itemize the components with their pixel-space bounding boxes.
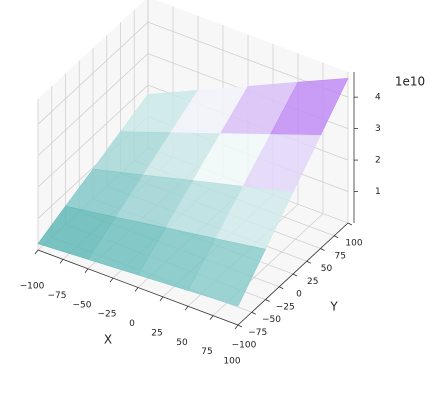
- y-tick: [334, 235, 339, 239]
- y-tick: [265, 299, 270, 302]
- y-tick: [279, 286, 284, 290]
- x-tick-label: −25: [98, 310, 117, 320]
- y-tick-label: −100: [232, 341, 257, 351]
- x-tick: [159, 296, 164, 302]
- z-offset-label: 1e10: [395, 75, 425, 89]
- x-axis-label: X: [104, 333, 112, 347]
- z-tick-label: 1: [375, 187, 381, 197]
- y-tick-label: −75: [248, 328, 267, 338]
- x-tick: [184, 306, 189, 311]
- x-tick: [234, 324, 239, 330]
- y-tick-label: 100: [345, 239, 362, 249]
- x-tick-label: −50: [73, 300, 92, 310]
- y-tick: [306, 260, 311, 264]
- x-tick-label: 25: [151, 328, 162, 338]
- x-tick-label: −75: [48, 291, 67, 301]
- y-tick-label: 0: [296, 290, 302, 300]
- y-tick: [251, 311, 256, 315]
- y-tick-label: 25: [307, 277, 318, 287]
- grid-line: [37, 84, 149, 188]
- x-tick: [109, 277, 114, 283]
- x-tick-label: −100: [20, 282, 45, 292]
- x-tick: [134, 287, 139, 292]
- y-tick-label: 50: [321, 264, 333, 274]
- y-axis-label: Y: [329, 300, 338, 314]
- grid-line: [37, 21, 149, 125]
- x-tick: [59, 259, 64, 264]
- x-tick: [84, 268, 89, 273]
- z-tick-label: 4: [375, 93, 381, 103]
- y-tick: [347, 222, 353, 226]
- x-tick-label: 50: [176, 338, 188, 348]
- y-tick: [292, 273, 298, 277]
- x-tick: [209, 315, 214, 320]
- z-tick-label: 3: [375, 124, 381, 134]
- x-tick: [34, 249, 39, 255]
- y-tick-label: 75: [335, 251, 346, 261]
- grid-line: [37, 53, 149, 156]
- z-tick-label: 2: [375, 156, 381, 166]
- surface-cell: [187, 238, 266, 307]
- y-tick: [320, 248, 325, 251]
- x-tick-label: 100: [223, 357, 240, 367]
- y-tick-label: −50: [262, 315, 281, 325]
- y-tick: [237, 324, 243, 328]
- x-tick-label: 75: [201, 347, 212, 357]
- x-tick-label: 0: [129, 319, 135, 329]
- y-tick-label: −25: [276, 302, 295, 312]
